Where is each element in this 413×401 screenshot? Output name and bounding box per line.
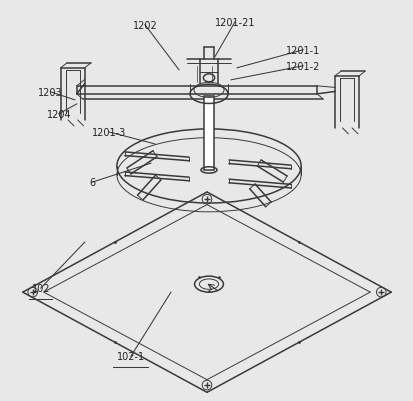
- Text: 1204: 1204: [46, 109, 71, 119]
- Text: 1203: 1203: [38, 87, 63, 97]
- Text: 1201-3: 1201-3: [92, 128, 126, 138]
- Text: 102-1: 102-1: [116, 351, 145, 361]
- Text: 1202: 1202: [132, 20, 157, 30]
- Text: 1201-21: 1201-21: [214, 18, 255, 28]
- Text: 1201-2: 1201-2: [285, 62, 320, 72]
- Text: 1201-1: 1201-1: [285, 46, 320, 56]
- Text: 102: 102: [31, 284, 50, 294]
- Polygon shape: [203, 97, 214, 170]
- Text: 6: 6: [90, 178, 96, 188]
